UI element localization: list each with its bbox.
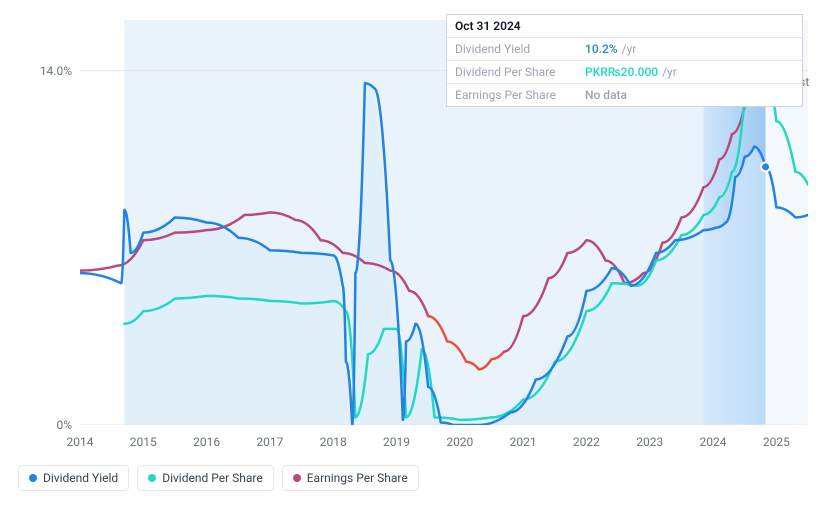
x-axis-label: 2015 bbox=[130, 435, 157, 449]
x-axis-label: 2023 bbox=[636, 435, 663, 449]
x-axis-label: 2024 bbox=[700, 435, 727, 449]
tooltip-row: Dividend Yield10.2% /yr bbox=[447, 38, 802, 61]
legend-dot-icon bbox=[29, 474, 37, 482]
x-axis-label: 2014 bbox=[67, 435, 94, 449]
legend-dot-icon bbox=[148, 474, 156, 482]
tooltip-value: No data bbox=[585, 88, 627, 102]
tooltip-row: Dividend Per SharePKR₨20.000/yr bbox=[447, 61, 802, 84]
tooltip-unit: /yr bbox=[662, 65, 677, 79]
legend-item[interactable]: Dividend Yield bbox=[18, 465, 129, 491]
y-axis-label: 0% bbox=[56, 418, 72, 432]
tooltip-label: Earnings Per Share bbox=[455, 88, 585, 102]
tooltip-value: PKR₨20.000 bbox=[585, 65, 658, 79]
legend-label: Earnings Per Share bbox=[307, 471, 408, 485]
legend-item[interactable]: Dividend Per Share bbox=[137, 465, 274, 491]
legend-label: Dividend Yield bbox=[43, 471, 118, 485]
x-axis-label: 2018 bbox=[320, 435, 347, 449]
x-axis-label: 2019 bbox=[383, 435, 410, 449]
legend: Dividend Yield Dividend Per Share Earnings… bbox=[18, 465, 419, 491]
legend-label: Dividend Per Share bbox=[162, 471, 263, 485]
tooltip-date: Oct 31 2024 bbox=[455, 19, 521, 33]
x-axis: 2014201520162017201820192020202120222023… bbox=[80, 435, 808, 453]
legend-item[interactable]: Earnings Per Share bbox=[282, 465, 419, 491]
x-axis-label: 2021 bbox=[510, 435, 537, 449]
tooltip-unit: /yr bbox=[622, 42, 637, 56]
tooltip-label: Dividend Yield bbox=[455, 42, 585, 56]
tooltip-value: 10.2% bbox=[585, 42, 618, 56]
x-axis-label: 2020 bbox=[446, 435, 473, 449]
chart-tooltip: Oct 31 2024 Dividend Yield10.2%/yrDivide… bbox=[446, 14, 803, 107]
x-axis-label: 2025 bbox=[763, 435, 790, 449]
legend-dot-icon bbox=[293, 474, 301, 482]
x-axis-label: 2016 bbox=[193, 435, 220, 449]
tooltip-row: Earnings Per ShareNo data bbox=[447, 84, 802, 106]
y-axis-label: 14.0% bbox=[40, 64, 72, 78]
x-axis-label: 2017 bbox=[256, 435, 283, 449]
x-axis-label: 2022 bbox=[573, 435, 600, 449]
tooltip-label: Dividend Per Share bbox=[455, 65, 585, 79]
